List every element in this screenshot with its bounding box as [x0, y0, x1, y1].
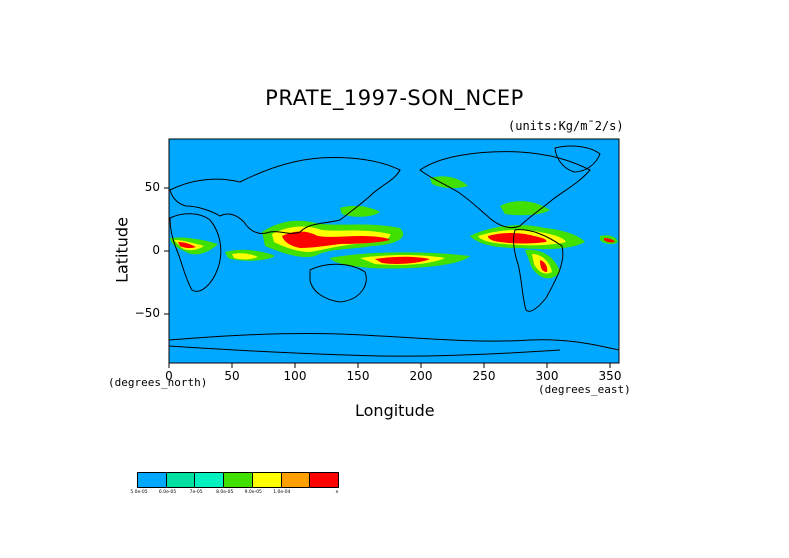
legend-swatch	[281, 473, 311, 487]
coast-greenland	[554, 145, 601, 173]
legend-label: 9.0e-05	[244, 490, 262, 495]
coastlines	[168, 145, 620, 357]
band-wpac-red	[282, 231, 390, 248]
x-unit-label: (degrees_east)	[538, 383, 631, 396]
legend-label: 5.0e-05	[130, 490, 148, 495]
legend-label: 7e-05	[189, 490, 203, 495]
band-east-edge-red	[604, 238, 615, 243]
x-tick-350: 350	[598, 369, 622, 383]
x-tick-50: 50	[224, 369, 240, 383]
legend-swatch	[310, 473, 339, 487]
y-axis-label: Latitude	[112, 217, 132, 283]
coast-eurasia	[169, 157, 401, 235]
coast-south-america	[513, 229, 564, 312]
legend-swatch	[252, 473, 282, 487]
coast-africa	[169, 213, 222, 292]
legend-swatch	[224, 473, 253, 487]
band-indian-yellow	[232, 253, 258, 260]
x-axis-label: Longitude	[355, 401, 435, 420]
coast-australia	[309, 263, 367, 303]
x-tick-150: 150	[346, 369, 370, 383]
legend-swatch	[195, 473, 225, 487]
color-legend	[137, 472, 339, 488]
y-tick-0: 0	[152, 243, 160, 257]
x-tick-0: 0	[165, 369, 173, 383]
x-tick-250: 250	[472, 369, 496, 383]
coast-north-america	[419, 151, 591, 229]
band-npac-green	[340, 205, 380, 217]
x-tick-300: 300	[535, 369, 559, 383]
y-tick-50: 50	[144, 180, 160, 194]
coast-antarctica-inner	[168, 345, 561, 357]
legend-label: 8.0e-05	[216, 490, 234, 495]
map-title: PRATE_1997-SON_NCEP	[265, 86, 524, 110]
legend-swatch	[166, 473, 196, 487]
legend-swatch	[138, 473, 167, 487]
band-npac-east-green	[430, 176, 468, 189]
legend-label: 6.0e-05	[158, 490, 177, 495]
band-cpac-red	[375, 256, 430, 264]
y-unit-label: (degrees_north)	[108, 376, 208, 389]
x-tick-200: 200	[409, 369, 433, 383]
band-africa-red	[178, 242, 196, 249]
axis-ticks	[164, 187, 611, 368]
units-label: (units:Kg/m¯2/s)	[508, 119, 624, 133]
legend-label: 1.0e-04	[273, 490, 291, 495]
legend-label: e	[335, 490, 339, 495]
band-epac-red	[488, 233, 547, 244]
precip-bands	[170, 176, 618, 279]
x-tick-100: 100	[283, 369, 307, 383]
y-tick-minus50: −50	[134, 306, 160, 320]
coast-antarctica	[168, 332, 620, 351]
map-plot-area	[168, 138, 620, 364]
band-samerica-red	[540, 260, 548, 272]
